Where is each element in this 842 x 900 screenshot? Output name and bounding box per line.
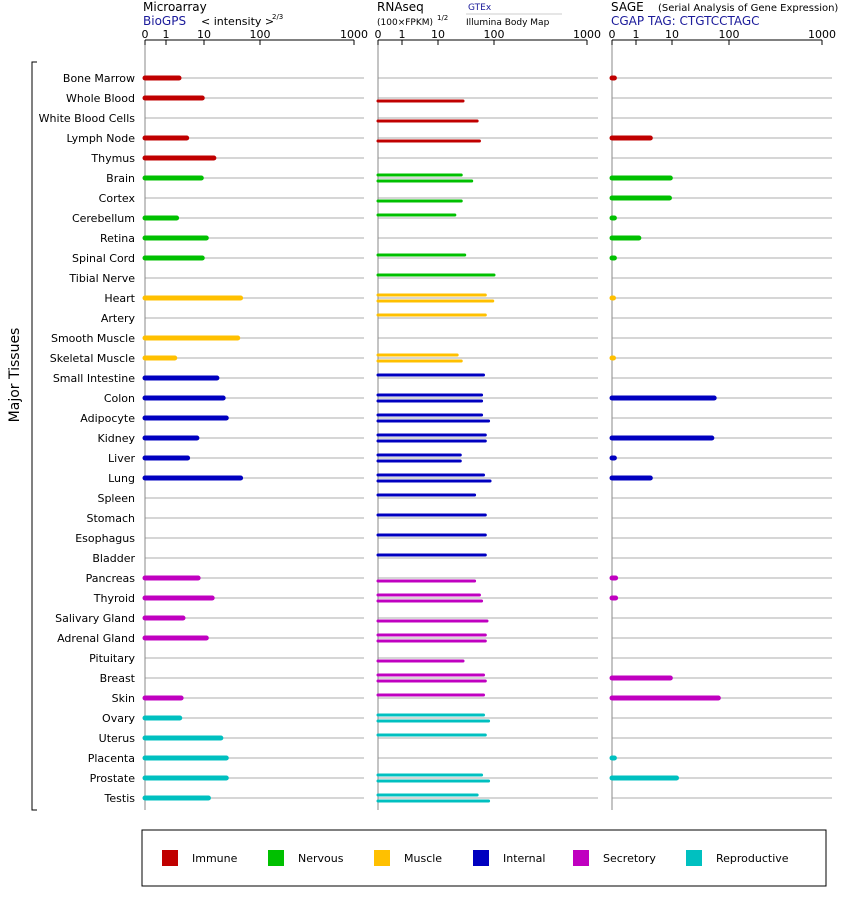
row-label: Bone Marrow [63,72,135,85]
row-label: Spinal Cord [72,252,135,265]
row-label: Retina [100,232,135,245]
intensity-label: < intensity > [201,15,274,28]
legend-label-internal: Internal [503,852,545,865]
rnaseq-unit: (100×FPKM) [377,18,433,28]
row-label: Colon [104,392,135,405]
row-label: Uterus [99,732,136,745]
row-label: Thymus [90,152,135,165]
panel-0-tick-label: 10 [197,28,211,41]
panel-2-tick-label: 10 [665,28,679,41]
panel-2-tick-label: 1000 [808,28,836,41]
row-label: Placenta [88,752,135,765]
row-label: Adrenal Gland [57,632,135,645]
panel-0-tick-label: 100 [250,28,271,41]
row-label: Brain [106,172,135,185]
row-label: Thyroid [93,592,135,605]
sage-title: SAGE [611,0,644,14]
row-label: Artery [101,312,136,325]
row-label: Whole Blood [66,92,135,105]
rnaseq-exponent: 1/2 [437,14,448,22]
legend-swatch-reproductive [686,850,702,866]
legend-label-secretory: Secretory [603,852,656,865]
row-label: Cortex [99,192,136,205]
legend-swatch-internal [473,850,489,866]
biogps-source: BioGPS [143,14,186,28]
panel-2-tick-label: 100 [719,28,740,41]
row-label: Ovary [102,712,135,725]
legend-swatch-muscle [374,850,390,866]
y-group-bracket [31,61,37,811]
legend-swatch-secretory [573,850,589,866]
row-label: Liver [108,452,135,465]
row-label: Adipocyte [80,412,135,425]
panel-1-tick-label: 0 [375,28,382,41]
microarray-title: Microarray [143,0,207,14]
row-label: Cerebellum [72,212,135,225]
row-label: Pituitary [89,652,135,665]
row-label: Lung [108,472,135,485]
panel-1-tick-label: 100 [484,28,505,41]
row-label: Testis [104,792,136,805]
panel-1-tick-label: 10 [431,28,445,41]
row-label: Salivary Gland [55,612,135,625]
row-label: Esophagus [75,532,135,545]
legend-label-immune: Immune [192,852,238,865]
y-group-label: Major Tissues [7,328,23,423]
gtex-label: GTEx [468,3,492,13]
legend-label-reproductive: Reproductive [716,852,789,865]
row-label: Smooth Muscle [51,332,135,345]
cgap-tag: CGAP TAG: CTGTCCTAGC [611,14,760,28]
row-label: Skeletal Muscle [50,352,135,365]
panel-0-tick-label: 0 [142,28,149,41]
intensity-exponent: 2/3 [272,13,283,21]
row-label: Heart [104,292,135,305]
row-label: Stomach [86,512,135,525]
legend-label-nervous: Nervous [298,852,344,865]
legend-swatch-immune [162,850,178,866]
row-label: Spleen [97,492,135,505]
row-label: Prostate [90,772,136,785]
row-label: White Blood Cells [39,112,136,125]
rnaseq-title: RNAseq [377,0,424,14]
panel-2-tick-label: 1 [633,28,640,41]
panel-0-tick-label: 1000 [340,28,368,41]
row-label: Bladder [92,552,135,565]
row-label: Small Intestine [53,372,135,385]
panel-1-tick-label: 1 [399,28,406,41]
row-label: Lymph Node [66,132,135,145]
panel-1-tick-label: 1000 [573,28,601,41]
sage-subtitle: (Serial Analysis of Gene Expression) [658,3,838,14]
legend-box [141,829,827,887]
panel-0-tick-label: 1 [163,28,170,41]
row-label: Kidney [97,432,135,445]
row-label: Skin [112,692,135,705]
legend-label-muscle: Muscle [404,852,442,865]
panel-2-tick-label: 0 [609,28,616,41]
row-label: Pancreas [86,572,136,585]
row-label: Tibial Nerve [68,272,135,285]
row-label: Breast [100,672,136,685]
illumina-label: Illumina Body Map [466,18,550,28]
legend-swatch-nervous [268,850,284,866]
